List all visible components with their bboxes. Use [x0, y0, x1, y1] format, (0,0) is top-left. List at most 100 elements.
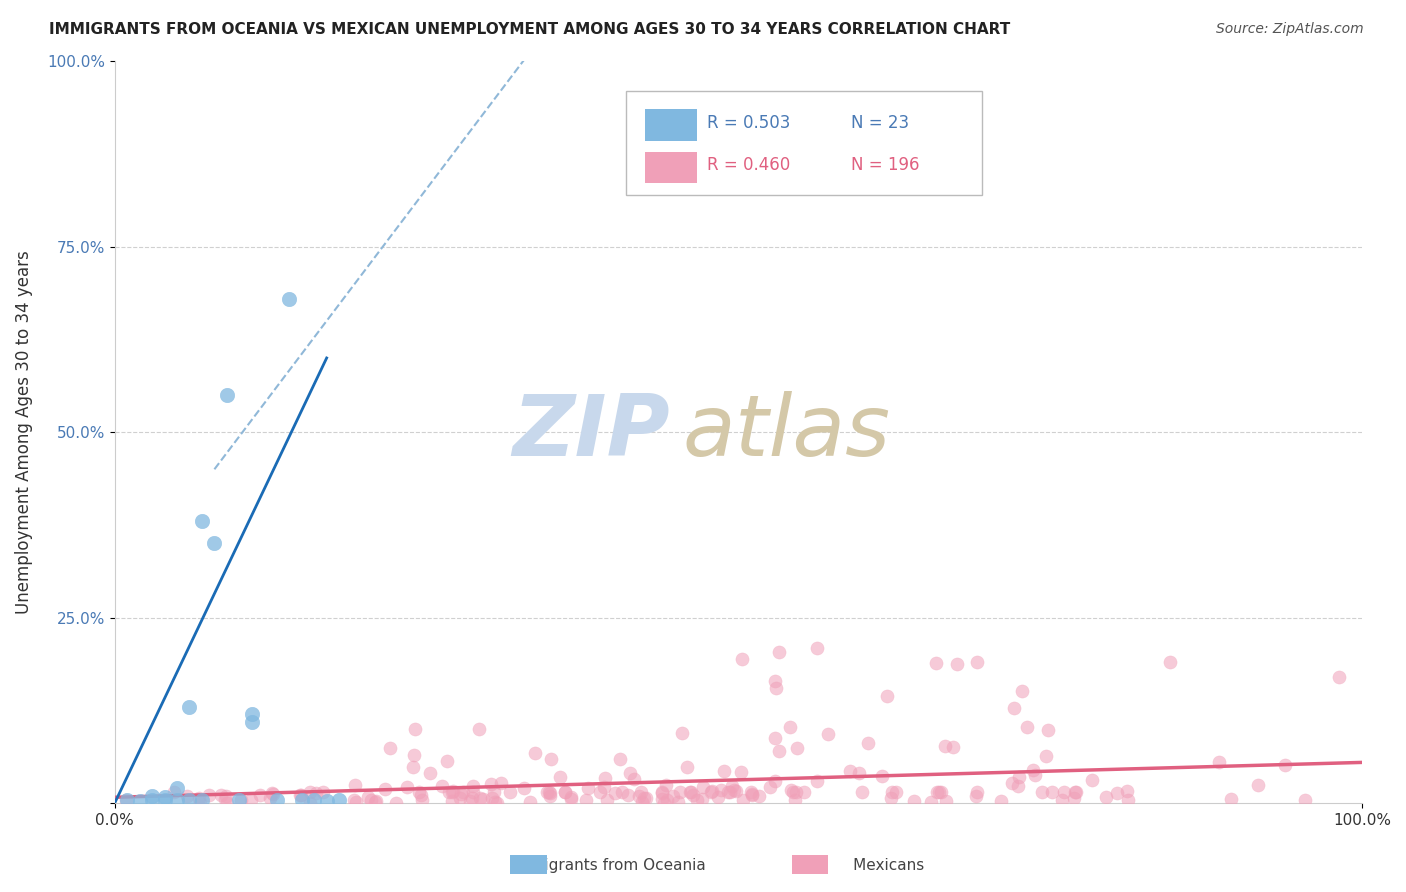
Point: [765, 681, 787, 696]
Point: [617, 788, 640, 802]
Point: [366, 794, 388, 808]
Point: [966, 785, 988, 799]
Point: [759, 780, 782, 794]
Point: [198, 789, 221, 803]
Point: [730, 764, 752, 779]
Point: [249, 789, 271, 803]
Point: [763, 673, 786, 688]
Point: [411, 788, 433, 802]
Point: [540, 752, 562, 766]
Point: [763, 774, 786, 789]
Point: [432, 779, 454, 793]
Point: [927, 785, 949, 799]
Point: [630, 785, 652, 799]
Point: [1011, 684, 1033, 698]
Text: Source: ZipAtlas.com: Source: ZipAtlas.com: [1216, 22, 1364, 37]
Point: [931, 785, 953, 799]
Point: [1007, 779, 1029, 793]
Point: [228, 792, 250, 806]
Point: [1017, 720, 1039, 734]
Point: [589, 785, 612, 799]
Point: [342, 793, 364, 807]
Point: [302, 792, 325, 806]
Point: [1022, 763, 1045, 777]
Point: [188, 790, 211, 805]
Point: [690, 792, 713, 806]
Point: [451, 785, 474, 799]
Point: [651, 785, 673, 799]
Point: [202, 536, 225, 550]
Point: [839, 764, 862, 779]
Point: [115, 793, 138, 807]
Point: [360, 792, 382, 806]
Point: [870, 769, 893, 783]
Point: [215, 789, 238, 803]
Point: [1008, 770, 1031, 784]
Point: [179, 792, 201, 806]
Point: [681, 785, 703, 799]
Point: [631, 795, 654, 809]
Point: [679, 785, 702, 799]
Point: [554, 785, 576, 799]
Point: [262, 788, 284, 802]
Point: [1002, 701, 1025, 715]
Point: [291, 792, 314, 806]
Point: [479, 777, 502, 791]
Point: [785, 793, 807, 807]
Point: [519, 795, 541, 809]
Point: [945, 657, 967, 671]
Point: [179, 699, 201, 714]
Point: [817, 727, 839, 741]
Point: [305, 786, 328, 800]
Text: atlas: atlas: [682, 391, 890, 474]
Point: [633, 791, 655, 805]
Point: [654, 778, 676, 792]
Point: [328, 792, 350, 806]
Point: [1040, 785, 1063, 799]
Point: [903, 794, 925, 808]
Point: [686, 793, 709, 807]
Point: [882, 785, 904, 799]
Point: [856, 736, 879, 750]
Point: [724, 783, 747, 797]
Point: [676, 760, 699, 774]
Point: [1081, 773, 1104, 788]
Point: [288, 789, 311, 803]
Point: [1001, 776, 1024, 790]
Point: [1024, 768, 1046, 782]
Point: [486, 796, 509, 810]
Point: [560, 790, 582, 805]
Point: [357, 789, 380, 804]
Text: N = 23: N = 23: [851, 114, 908, 132]
Point: [215, 388, 238, 402]
Point: [240, 793, 263, 807]
Point: [741, 789, 763, 803]
Point: [935, 794, 957, 808]
Point: [560, 791, 582, 805]
Text: ZIP: ZIP: [512, 391, 669, 474]
Point: [440, 794, 463, 808]
Point: [538, 786, 561, 800]
Point: [718, 785, 741, 799]
Point: [928, 785, 950, 799]
Point: [806, 640, 828, 655]
Point: [364, 795, 387, 809]
Point: [1208, 756, 1230, 770]
Point: [920, 795, 942, 809]
Point: [266, 792, 288, 806]
Point: [191, 514, 214, 528]
Point: [209, 789, 232, 803]
Point: [217, 796, 239, 810]
Point: [1053, 785, 1076, 799]
Point: [1115, 784, 1137, 798]
Point: [385, 796, 408, 810]
Point: [851, 785, 873, 799]
Point: [662, 789, 685, 803]
Point: [1064, 785, 1087, 799]
Point: [460, 791, 482, 805]
Point: [707, 789, 730, 804]
Point: [458, 794, 481, 808]
Point: [1038, 723, 1060, 738]
Point: [499, 785, 522, 799]
Point: [793, 785, 815, 799]
